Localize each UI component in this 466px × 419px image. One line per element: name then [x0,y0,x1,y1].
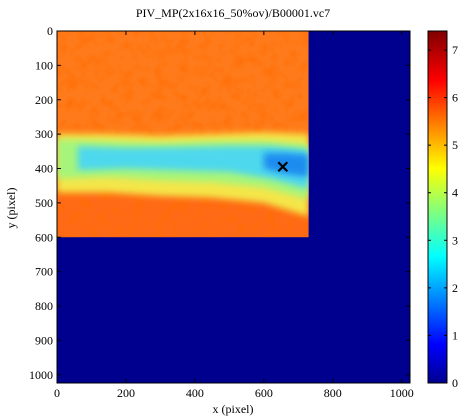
plot-frame [56,30,411,384]
y-tick-label: 200 [35,93,53,107]
y-axis: 0 100 200 300 400 500 600 700 800 900 1000 [29,24,410,382]
x-tick-label: 1000 [390,386,414,400]
colorbar-tick-label: 1 [452,328,458,342]
x-tick-label: 200 [117,386,135,400]
colorbar-axis: 0 1 2 3 4 5 6 7 [428,43,458,390]
jet-band-tip [263,153,309,178]
colorbar-frame [427,30,448,384]
velocity-field [57,31,309,238]
colorbar-tick-label: 4 [452,186,458,200]
y-tick-label: 100 [35,58,53,72]
x-tick-label: 600 [255,386,273,400]
colorbar-tick-label: 7 [452,43,458,57]
colorbar-tick-label: 3 [452,233,458,247]
colorbar-tick-label: 6 [452,91,458,105]
colorbar-tick-label: 0 [452,376,458,390]
colorbar-tick-label: 5 [452,138,458,152]
y-tick-label: 400 [35,162,53,176]
y-tick-label: 700 [35,265,53,279]
chart-title: PIV_MP(2x16x16_50%ov)/B00001.vc7 [136,6,330,20]
y-tick-label: 900 [35,333,53,347]
jet-band-core [77,146,309,190]
y-tick-label: 0 [47,24,53,38]
x-tick-label: 400 [186,386,204,400]
y-tick-label: 300 [35,127,53,141]
y-tick-label: 600 [35,230,53,244]
x-axis-label: x (pixel) [213,402,254,416]
x-axis: 0 200 400 600 800 1000 [54,31,414,400]
x-marker [277,161,289,173]
colorbar-tick-label: 2 [452,281,458,295]
y-tick-label: 1000 [29,368,53,382]
y-tick-label: 800 [35,299,53,313]
colorbar [428,31,447,383]
x-tick-label: 0 [54,386,60,400]
x-tick-label: 800 [324,386,342,400]
y-axis-label: y (pixel) [4,188,18,229]
y-tick-label: 500 [35,196,53,210]
